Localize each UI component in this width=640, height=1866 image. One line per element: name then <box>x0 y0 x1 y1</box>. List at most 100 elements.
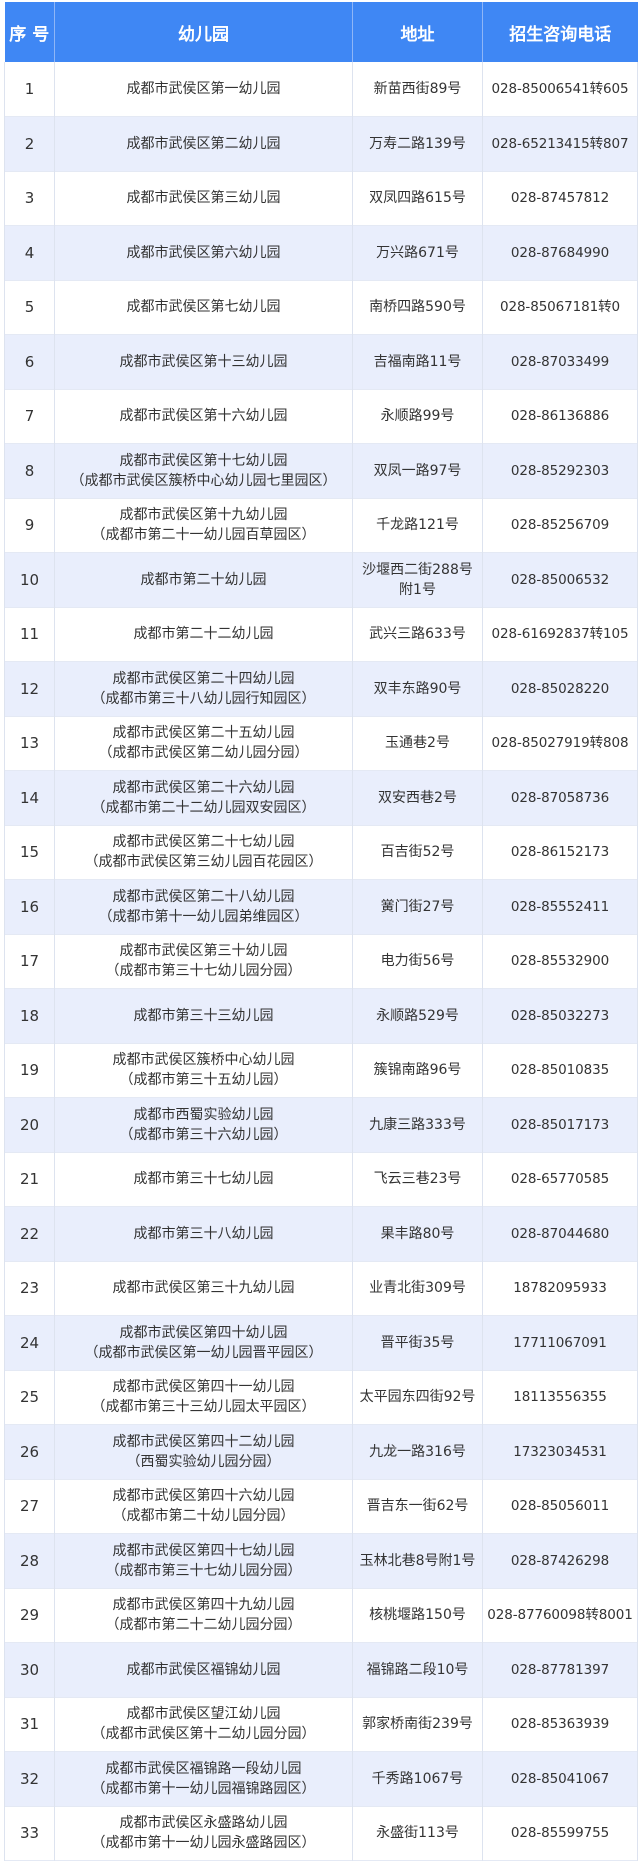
address-line: 新苗西街89号 <box>373 81 462 97</box>
address-cell: 双凤一路97号 <box>352 443 483 498</box>
address-cell: 双凤四路615号 <box>352 171 483 226</box>
kindergarten-name: 成都市武侯区第十九幼儿园 <box>119 507 288 524</box>
phone-cell: 18113556355 <box>482 1370 638 1425</box>
kindergarten-alias: （成都市第三十五幼儿园） <box>119 1072 288 1089</box>
address-cell: 永顺路529号 <box>352 988 483 1043</box>
address-cell: 万兴路671号 <box>352 225 483 280</box>
address-line: 武兴三路633号 <box>369 626 466 643</box>
table-row: 13 成都市武侯区第二十五幼儿园 （成都市武侯区第二幼儿园分园） 玉通巷2号 028-8… <box>4 716 638 771</box>
row-index-cell: 32 <box>4 1751 55 1806</box>
kindergarten-name-cell: 成都市武侯区第四十二幼儿园 （西蜀实验幼儿园分园） <box>54 1424 353 1479</box>
address-cell: 玉通巷2号 <box>352 716 483 771</box>
kindergarten-name-cell: 成都市武侯区第十三幼儿园 <box>54 334 353 389</box>
kindergarten-name: 成都市武侯区第十三幼儿园 <box>119 353 288 370</box>
table-row: 29 成都市武侯区第四十九幼儿园 （成都市第二十二幼儿园分园） 核桃堰路150号 028… <box>4 1588 638 1643</box>
table-row: 30 成都市武侯区福锦幼儿园 福锦路二段10号 028-87781397 <box>4 1642 638 1697</box>
address-line: 九龙一路316号 <box>369 1443 466 1460</box>
table-row: 27 成都市武侯区第四十六幼儿园 （成都市第二十幼儿园分园） 晋吉东一街62号 028-… <box>4 1479 638 1534</box>
kindergarten-name-cell: 成都市武侯区第二十七幼儿园 （成都市武侯区第三幼儿园百花园区） <box>54 825 353 880</box>
table-row: 20 成都市西蜀实验幼儿园 （成都市第三十六幼儿园） 九康三路333号 028-8501… <box>4 1097 638 1152</box>
kindergarten-name: 成都市武侯区福锦幼儿园 <box>126 1661 281 1678</box>
address-cell: 吉福南路11号 <box>352 334 483 389</box>
kindergarten-name: 成都市武侯区第六幼儿园 <box>126 244 281 261</box>
kindergarten-name-cell: 成都市武侯区第四十七幼儿园 （成都市第三十七幼儿园分园） <box>54 1533 353 1588</box>
table-row: 21 成都市第三十七幼儿园 飞云三巷23号 028-65770585 <box>4 1152 638 1207</box>
kindergarten-name: 成都市武侯区第二十六幼儿园 <box>112 779 295 796</box>
row-index-cell: 24 <box>4 1315 55 1370</box>
address-line: 双凤一路97号 <box>373 462 462 479</box>
kindergarten-name-cell: 成都市武侯区第二十八幼儿园 （成都市第十一幼儿园弟维园区） <box>54 879 353 934</box>
address-cell: 业青北街309号 <box>352 1261 483 1316</box>
table-body: 1 成都市武侯区第一幼儿园 新苗西街89号 028-85006541转605 2 成都市武… <box>4 62 638 1861</box>
address-line: 九康三路333号 <box>369 1116 466 1133</box>
kindergarten-name: 成都市西蜀实验幼儿园 <box>133 1106 274 1123</box>
address-line: 果丰路80号 <box>380 1225 455 1242</box>
table-row: 28 成都市武侯区第四十七幼儿园 （成都市第三十七幼儿园分园） 玉林北巷8号附1号 02… <box>4 1533 638 1588</box>
address-cell: 双安西巷2号 <box>352 770 483 825</box>
table-row: 4 成都市武侯区第六幼儿园 万兴路671号 028-87684990 <box>4 225 638 280</box>
row-index-cell: 2 <box>4 116 55 171</box>
phone-cell: 028-61692837转105 <box>482 607 638 662</box>
row-index-cell: 21 <box>4 1152 55 1207</box>
table-row: 7 成都市武侯区第十六幼儿园 永顺路99号 028-86136886 <box>4 389 638 444</box>
kindergarten-alias: （成都市武侯区第十二幼儿园分园） <box>91 1726 316 1743</box>
kindergarten-name-cell: 成都市西蜀实验幼儿园 （成都市第三十六幼儿园） <box>54 1097 353 1152</box>
address-line: 双丰东路90号 <box>373 680 462 697</box>
row-index-cell: 9 <box>4 498 55 553</box>
address-line: 吉福南路11号 <box>373 353 462 370</box>
kindergarten-name: 成都市武侯区第十七幼儿园 <box>119 452 288 469</box>
phone-cell: 028-85256709 <box>482 498 638 553</box>
row-index-cell: 18 <box>4 988 55 1043</box>
address-line: 万兴路671号 <box>376 244 459 261</box>
address-line: 晋平街35号 <box>380 1334 455 1351</box>
kindergarten-alias: （成都市武侯区第三幼儿园百花园区） <box>84 854 323 871</box>
phone-cell: 17711067091 <box>482 1315 638 1370</box>
phone-cell: 028-65770585 <box>482 1152 638 1207</box>
kindergarten-name-cell: 成都市武侯区第七幼儿园 <box>54 280 353 335</box>
address-cell: 黉门街27号 <box>352 879 483 934</box>
address-cell: 核桃堰路150号 <box>352 1588 483 1643</box>
kindergarten-name: 成都市武侯区第三幼儿园 <box>126 190 281 207</box>
phone-cell: 028-85363939 <box>482 1697 638 1752</box>
kindergarten-name-cell: 成都市武侯区第十七幼儿园 （成都市武侯区簇桥中心幼儿园七里园区） <box>54 443 353 498</box>
address-cell: 晋平街35号 <box>352 1315 483 1370</box>
phone-cell: 028-86152173 <box>482 825 638 880</box>
header-index: 序 号 <box>4 2 55 62</box>
kindergarten-name: 成都市武侯区第二十七幼儿园 <box>112 834 295 851</box>
phone-cell: 028-85067181转0 <box>482 280 638 335</box>
phone-cell: 028-87781397 <box>482 1642 638 1697</box>
kindergarten-name-cell: 成都市武侯区永盛路幼儿园 （成都市第十一幼儿园永盛路园区） <box>54 1806 353 1861</box>
table-row: 19 成都市武侯区簇桥中心幼儿园 （成都市第三十五幼儿园） 簇锦南路96号 028-85… <box>4 1043 638 1098</box>
phone-cell: 028-85017173 <box>482 1097 638 1152</box>
kindergarten-alias: （成都市武侯区第二幼儿园分园） <box>98 745 309 762</box>
kindergarten-name: 成都市第二十幼儿园 <box>140 571 267 588</box>
kindergarten-alias: （成都市第三十七幼儿园分园） <box>105 1562 302 1579</box>
kindergarten-name: 成都市武侯区第三十九幼儿园 <box>112 1280 295 1297</box>
kindergarten-name-cell: 成都市武侯区第一幼儿园 <box>54 62 353 117</box>
row-index-cell: 25 <box>4 1370 55 1425</box>
address-cell: 福锦路二段10号 <box>352 1642 483 1697</box>
kindergarten-name-cell: 成都市武侯区第三幼儿园 <box>54 171 353 226</box>
phone-cell: 028-85032273 <box>482 988 638 1043</box>
kindergarten-name: 成都市第三十八幼儿园 <box>133 1225 274 1242</box>
address-line: 永顺路99号 <box>380 408 455 425</box>
phone-cell: 18782095933 <box>482 1261 638 1316</box>
phone-cell: 028-85006532 <box>482 552 638 607</box>
row-index-cell: 23 <box>4 1261 55 1316</box>
kindergarten-name-cell: 成都市武侯区第三十九幼儿园 <box>54 1261 353 1316</box>
table-row: 6 成都市武侯区第十三幼儿园 吉福南路11号 028-87033499 <box>4 334 638 389</box>
address-cell: 九康三路333号 <box>352 1097 483 1152</box>
kindergarten-name: 成都市武侯区第四十幼儿园 <box>119 1324 288 1341</box>
row-index-cell: 20 <box>4 1097 55 1152</box>
kindergarten-alias: （成都市第二十幼儿园分园） <box>112 1508 295 1525</box>
address-cell: 千秀路1067号 <box>352 1751 483 1806</box>
table-row: 16 成都市武侯区第二十八幼儿园 （成都市第十一幼儿园弟维园区） 黉门街27号 028-… <box>4 879 638 934</box>
kindergarten-alias: （成都市第三十八幼儿园行知园区） <box>91 690 316 707</box>
address-cell: 沙堰西二街288号 附1号 <box>352 552 483 607</box>
table-header-row: 序 号 幼儿园 地址 招生咨询电话 <box>4 2 638 62</box>
address-cell: 南桥四路590号 <box>352 280 483 335</box>
address-line: 双安西巷2号 <box>378 789 457 806</box>
kindergarten-name-cell: 成都市第二十二幼儿园 <box>54 607 353 662</box>
address-cell: 太平园东四街92号 <box>352 1370 483 1425</box>
kindergarten-name: 成都市武侯区第一幼儿园 <box>126 81 281 97</box>
